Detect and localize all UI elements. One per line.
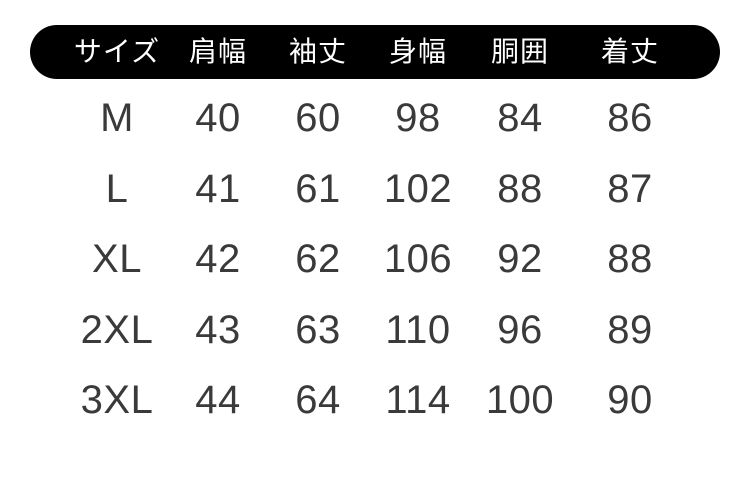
size-cell: L — [105, 167, 129, 211]
size-cell: 2XL — [80, 308, 154, 352]
value-cell: 64 — [295, 378, 341, 422]
table-row: 3XL 44 64 114 100 90 — [0, 375, 750, 425]
header-cell-shoulder-width: 肩幅 — [188, 36, 247, 67]
value-cell: 61 — [295, 167, 341, 211]
value-cell: 114 — [385, 378, 451, 422]
value-cell: 41 — [195, 167, 241, 211]
table-row: 2XL 43 63 110 96 89 — [0, 305, 750, 355]
value-cell: 100 — [485, 378, 555, 422]
value-cell: 87 — [607, 167, 653, 211]
value-cell: 88 — [497, 167, 543, 211]
value-cell: 98 — [395, 96, 441, 140]
value-cell: 84 — [497, 96, 543, 140]
size-cell: 3XL — [80, 378, 154, 422]
header-cell-size: サイズ — [73, 36, 161, 67]
value-cell: 106 — [383, 237, 453, 281]
size-cell: M — [100, 96, 134, 140]
header-cell-length: 着丈 — [600, 36, 659, 67]
value-cell: 110 — [385, 308, 451, 352]
value-cell: 86 — [607, 96, 653, 140]
value-cell: 96 — [497, 308, 543, 352]
header-cell-sleeve-length: 袖丈 — [288, 36, 347, 67]
table-header-bar — [30, 25, 720, 79]
value-cell: 40 — [195, 96, 241, 140]
value-cell: 44 — [195, 378, 241, 422]
table-row: XL 42 62 106 92 88 — [0, 234, 750, 284]
value-cell: 88 — [607, 237, 653, 281]
header-cell-waist: 胴囲 — [490, 36, 549, 67]
value-cell: 43 — [195, 308, 241, 352]
value-cell: 92 — [497, 237, 543, 281]
value-cell: 89 — [607, 308, 653, 352]
value-cell: 62 — [295, 237, 341, 281]
value-cell: 60 — [295, 96, 341, 140]
table-row: M 40 60 98 84 86 — [0, 93, 750, 143]
header-cell-body-width: 身幅 — [388, 36, 447, 67]
value-cell: 63 — [295, 308, 341, 352]
table-header-row: サイズ 肩幅 袖丈 身幅 胴囲 着丈 — [0, 25, 750, 79]
value-cell: 102 — [383, 167, 453, 211]
table-row: L 41 61 102 88 87 — [0, 164, 750, 214]
value-cell: 42 — [195, 237, 241, 281]
value-cell: 90 — [607, 378, 653, 422]
size-cell: XL — [92, 237, 142, 281]
